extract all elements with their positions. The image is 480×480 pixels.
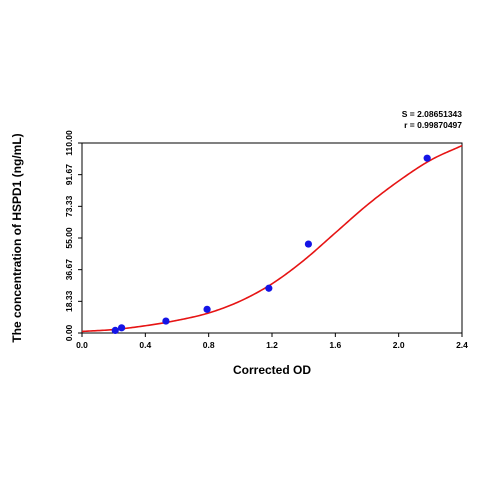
data-point	[423, 154, 431, 162]
data-point	[111, 326, 119, 335]
y-tick-label: 0.00	[64, 324, 74, 341]
x-tick-label: 2.4	[456, 340, 468, 350]
y-tick-label: 18.33	[64, 290, 74, 312]
data-point	[162, 317, 170, 325]
x-tick-label: 0.0	[76, 340, 88, 350]
plot-frame	[81, 142, 463, 334]
stats-box: S = 2.08651343 r = 0.99870497	[402, 109, 463, 130]
data-point	[304, 240, 313, 248]
axis-ticks: 0.0 0.4 0.8 1.2 1.6 2.0 2.4 0.00 18.33 36.67 55.00…	[64, 130, 468, 350]
x-tick-label: 1.2	[266, 340, 278, 350]
data-point	[117, 324, 126, 332]
stat-r: r = 0.99870497	[404, 120, 462, 130]
x-tick-label: 0.8	[203, 340, 215, 350]
x-tick-label: 2.0	[393, 340, 405, 350]
fit-curve	[81, 144, 463, 333]
data-point	[203, 305, 211, 313]
x-tick-label: 1.6	[329, 340, 341, 350]
y-tick-label: 55.00	[64, 227, 74, 249]
y-axis-title: The concentration of HSPD1 (ng/mL)	[10, 133, 24, 342]
y-tick-label: 73.33	[64, 195, 74, 217]
x-axis-title: Corrected OD	[233, 363, 311, 377]
y-tick-label: 36.67	[64, 259, 74, 281]
x-tick-label: 0.4	[139, 340, 151, 350]
y-tick-label: 110.00	[64, 130, 74, 156]
data-points	[111, 154, 431, 335]
y-tick-label: 91.67	[64, 164, 74, 186]
data-point	[265, 284, 273, 292]
stat-s: S = 2.08651343	[402, 109, 463, 119]
